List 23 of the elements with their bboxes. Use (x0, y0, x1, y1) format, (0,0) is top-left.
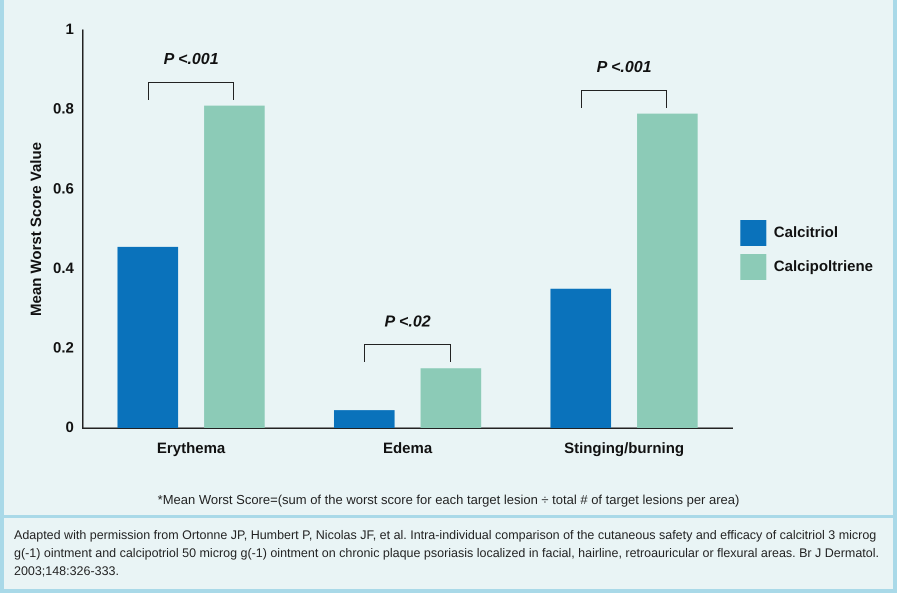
bar (117, 246, 178, 428)
y-tick-label: 0.8 (52, 100, 74, 118)
y-tick-label: 0 (66, 419, 74, 436)
text: Adapted with permission from Ortonne JP, Humbert P, Nicolas JF, et al. Intra-individual comparison of the cutaneous safety and efficacy of calcitriol 3 microg g(-1) ointment and calcipotriol 50 microg g(-1) ointment on chronic plaque psoriasis localized in facial, hairline, retroauricular or flexural areas. Br J Dermatol. 2003;148:326-333. (4, 515, 893, 588)
x-tick-label: Erythema (156, 440, 226, 458)
x-tick-label: Edema (382, 440, 433, 458)
x-tick-label: Stinging/burning (564, 440, 684, 458)
bar (550, 288, 612, 428)
y-axis-title: Mean Worst Score Value (28, 142, 46, 316)
y-tick-label: 0.4 (52, 260, 74, 277)
annotation: P <.001 (164, 51, 219, 68)
y-tick-label: 1 (66, 21, 74, 38)
legend-label: Calcitriol (774, 224, 838, 242)
y-tick-label: 0.2 (52, 340, 74, 357)
bar (637, 114, 698, 428)
y-tick-label: 0.6 (52, 180, 74, 198)
bar (420, 368, 482, 428)
legend-label: Calcipoltriene (774, 258, 874, 276)
annotation: P <.02 (384, 314, 431, 331)
bar (204, 106, 265, 428)
bar (334, 410, 395, 428)
annotation: P <.001 (596, 58, 652, 76)
text: *Mean Worst Score=(sum of the worst score for each target lesion ÷ total # of target lesions per area) (156, 492, 740, 507)
